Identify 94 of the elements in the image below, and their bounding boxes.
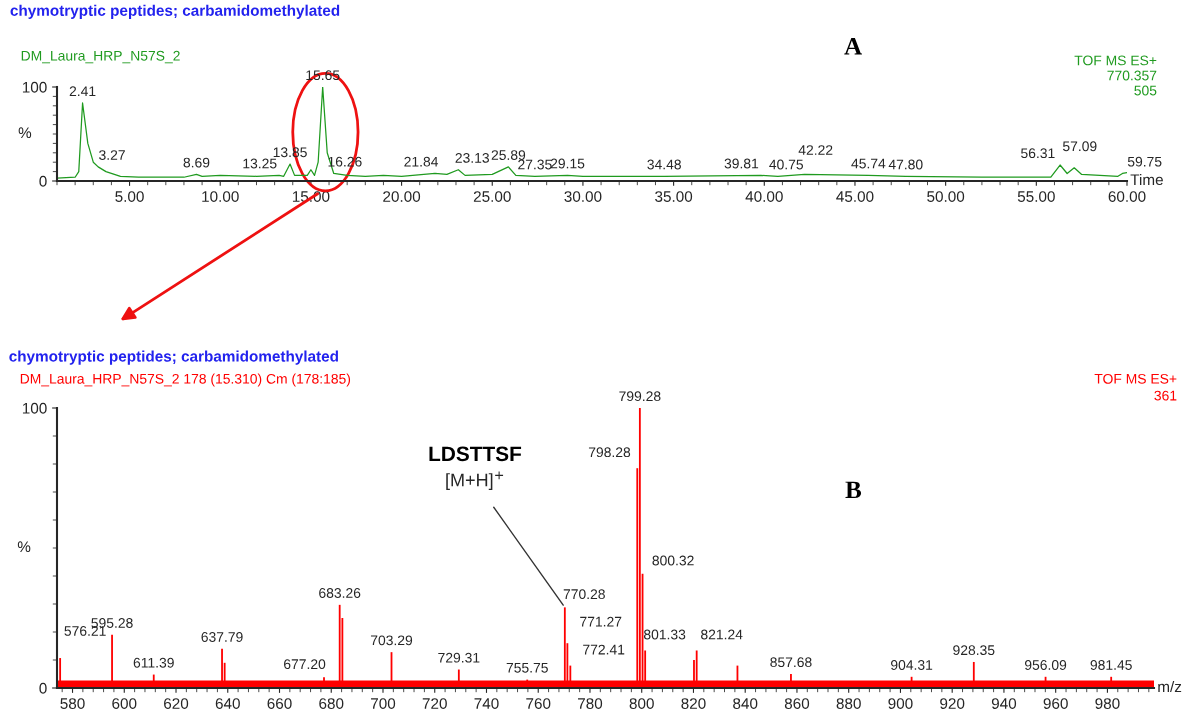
x-tick-label: 860	[784, 698, 810, 709]
y-tick-label: 100	[22, 81, 47, 93]
x-tick-label: 920	[940, 698, 965, 709]
annotation: 703.29	[370, 635, 413, 646]
x-tick-label: 45.00	[836, 191, 874, 202]
annotation: 904.31	[891, 660, 933, 670]
annotation: 57.09	[1062, 141, 1097, 152]
text: TOF MS ES+	[1074, 55, 1157, 66]
annotation: 27.35	[518, 159, 552, 170]
annotation: 683.26	[319, 588, 361, 598]
x-tick-label: 5.00	[115, 191, 144, 202]
x-tick-label: 840	[733, 698, 758, 709]
annotation: 772.41	[583, 644, 625, 655]
x-tick-label: 50.00	[927, 191, 965, 202]
annotation: 21.84	[404, 156, 439, 167]
annotation: 770.28	[563, 589, 605, 600]
annotation: 956.09	[1024, 660, 1067, 670]
x-tick-label: 880	[836, 698, 861, 709]
x-tick-label: 720	[422, 698, 447, 709]
x-tick-label: 780	[578, 698, 603, 709]
annotation: B	[845, 481, 862, 499]
annotation: [M+H]$^{+}$	[446, 471, 504, 490]
x-tick-label: 20.00	[383, 191, 421, 202]
annotation: 29.15	[550, 158, 585, 169]
x-tick-label: 740	[474, 698, 499, 709]
x-tick-label: 25.00	[473, 191, 511, 202]
annotation: 637.79	[201, 632, 243, 642]
x-tick-label: 30.00	[564, 191, 602, 202]
chart-subtitle: DM_Laura_HRP_N57S_2 178 (15.310) Cm (178:185)	[20, 373, 351, 387]
y-tick-label: 100	[22, 402, 47, 414]
x-tick-label: 900	[888, 698, 913, 709]
x-tick-label: 35.00	[655, 191, 693, 202]
chart-subtitle: DM_Laura_HRP_N57S_2	[21, 50, 180, 64]
annotation: 755.75	[506, 663, 548, 673]
x-tick-label: 55.00	[1017, 191, 1055, 202]
x-tick-label: 640	[215, 698, 240, 709]
x-axis-title: m/z	[1158, 680, 1182, 693]
text: 361	[1154, 390, 1177, 401]
text: 505	[1134, 85, 1157, 96]
y-axis-title: %	[17, 541, 31, 553]
annotation: 23.13	[455, 152, 489, 163]
annotation: 59.75	[1127, 156, 1162, 167]
annotation: 729.31	[438, 652, 480, 663]
x-axis-title: Time	[1130, 173, 1163, 186]
annotation: 800.32	[652, 555, 694, 566]
x-tick-label: 580	[60, 698, 85, 709]
text: 770.357	[1107, 70, 1157, 81]
annotation: 13.25	[243, 158, 277, 169]
x-tick-label: 940	[991, 698, 1017, 709]
x-tick-label: 60.00	[1108, 191, 1146, 202]
x-tick-label: 40.00	[745, 191, 783, 202]
annotation: 677.20	[284, 659, 326, 670]
text: A	[844, 37, 862, 55]
annotation: LDSTTSF	[429, 446, 522, 462]
annotation: 2.41	[69, 86, 96, 96]
y-tick-label: 0	[39, 682, 47, 694]
chart-title: chymotryptic peptides; carbamidomethylated	[9, 350, 338, 365]
annotation: 25.89	[491, 150, 526, 160]
annotation: 45.74	[851, 158, 886, 169]
y-tick-label: 0	[39, 175, 47, 187]
annotation: 801.33	[643, 629, 686, 640]
annotation: 595.28	[91, 618, 133, 628]
line-series	[57, 87, 1127, 179]
annotation: 34.48	[647, 159, 681, 170]
annotation: 8.69	[183, 157, 210, 168]
annotation: 799.28	[619, 391, 661, 402]
annotation: 3.27	[99, 150, 125, 160]
annotation: 42.22	[798, 145, 833, 155]
x-tick-label: 600	[112, 698, 137, 709]
annotation: 40.75	[769, 159, 804, 170]
x-tick-label: 680	[319, 698, 344, 709]
x-tick-label: 980	[1095, 698, 1120, 709]
annotation: 47.80	[888, 159, 923, 170]
annotation: 798.28	[588, 447, 631, 458]
x-tick-label: 660	[267, 698, 292, 709]
x-tick-label: 620	[164, 698, 189, 709]
annotation: 39.81	[724, 158, 759, 169]
annotation: 928.35	[953, 645, 995, 656]
annotation: 576.21	[64, 626, 106, 636]
annotation: 981.45	[1090, 660, 1132, 670]
y-axis-title: %	[18, 127, 32, 139]
annotation: 857.68	[770, 657, 812, 668]
annotation: 611.39	[133, 657, 174, 668]
x-tick-label: 800	[629, 698, 654, 709]
text: TOF MS ES+	[1094, 373, 1177, 384]
x-tick-label: 10.00	[202, 191, 239, 202]
x-tick-label: 700	[371, 698, 396, 709]
x-tick-label: 820	[681, 698, 706, 709]
annotation: 821.24	[701, 629, 743, 640]
annotation: 56.31	[1021, 148, 1055, 159]
annotation: 771.27	[580, 616, 622, 627]
x-tick-label: 760	[526, 698, 551, 709]
chart-title: chymotryptic peptides; carbamidomethylated	[10, 4, 340, 19]
x-tick-label: 960	[1043, 698, 1068, 709]
